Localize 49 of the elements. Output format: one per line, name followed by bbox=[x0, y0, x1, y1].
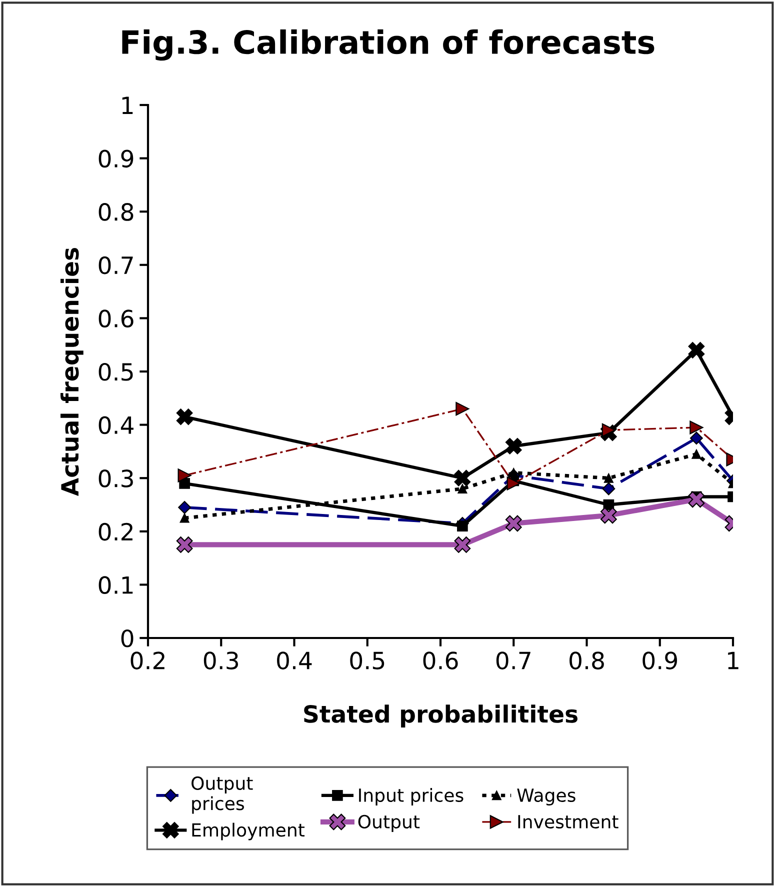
y-tick-label: 0.8 bbox=[98, 203, 134, 221]
y-axis-title: Actual frequencies bbox=[60, 248, 84, 496]
point bbox=[692, 449, 702, 459]
y-tick-label: 0.9 bbox=[98, 150, 134, 168]
point bbox=[176, 408, 193, 425]
y-tick-label: 0.4 bbox=[98, 416, 134, 434]
y-tick-label: 0.5 bbox=[98, 362, 133, 381]
legend-label: Investment bbox=[518, 815, 618, 829]
point bbox=[688, 491, 705, 508]
x-tick-label: 0.3 bbox=[204, 652, 238, 670]
point bbox=[604, 473, 614, 483]
point bbox=[688, 342, 705, 358]
point bbox=[178, 468, 192, 482]
x-axis-title: Stated probabilitites bbox=[304, 704, 578, 728]
point bbox=[457, 520, 468, 532]
y-tick-label: 0.7 bbox=[98, 256, 133, 274]
x-tick-label: 0.4 bbox=[277, 652, 312, 670]
point bbox=[454, 536, 471, 553]
point bbox=[690, 432, 703, 445]
point bbox=[505, 515, 522, 532]
x-tick-label: 0.7 bbox=[496, 652, 530, 670]
point bbox=[506, 476, 520, 490]
point bbox=[176, 536, 193, 553]
x-tick-label: 0.6 bbox=[423, 652, 458, 670]
point bbox=[602, 482, 616, 496]
point bbox=[178, 500, 192, 514]
legend-label: Employment bbox=[192, 822, 305, 840]
x-tick-label: 1 bbox=[728, 652, 738, 670]
y-tick-label: 0.1 bbox=[98, 576, 133, 594]
y-tick-label: 0.6 bbox=[98, 310, 134, 328]
y-tick-label: 0.2 bbox=[98, 522, 132, 541]
point bbox=[458, 484, 468, 494]
point bbox=[690, 420, 704, 434]
point bbox=[456, 402, 470, 416]
y-tick-label: 1 bbox=[122, 96, 133, 114]
point bbox=[454, 470, 471, 486]
point bbox=[180, 513, 190, 523]
point bbox=[505, 438, 522, 454]
point bbox=[600, 507, 617, 524]
y-tick-label: 0.3 bbox=[98, 470, 133, 488]
chart-title: Fig.3. Calibration of forecasts bbox=[122, 29, 654, 61]
x-tick-label: 0.5 bbox=[350, 652, 384, 670]
legend-label: Output prices bbox=[192, 776, 253, 814]
legend-label: Input prices bbox=[359, 788, 464, 806]
x-tick-label: 0.8 bbox=[570, 652, 604, 670]
legend-label: Output bbox=[358, 814, 420, 832]
legend-label: Wages bbox=[517, 788, 576, 806]
x-tick-label: 0.9 bbox=[642, 652, 677, 670]
y-tick-label: 0 bbox=[121, 629, 134, 648]
